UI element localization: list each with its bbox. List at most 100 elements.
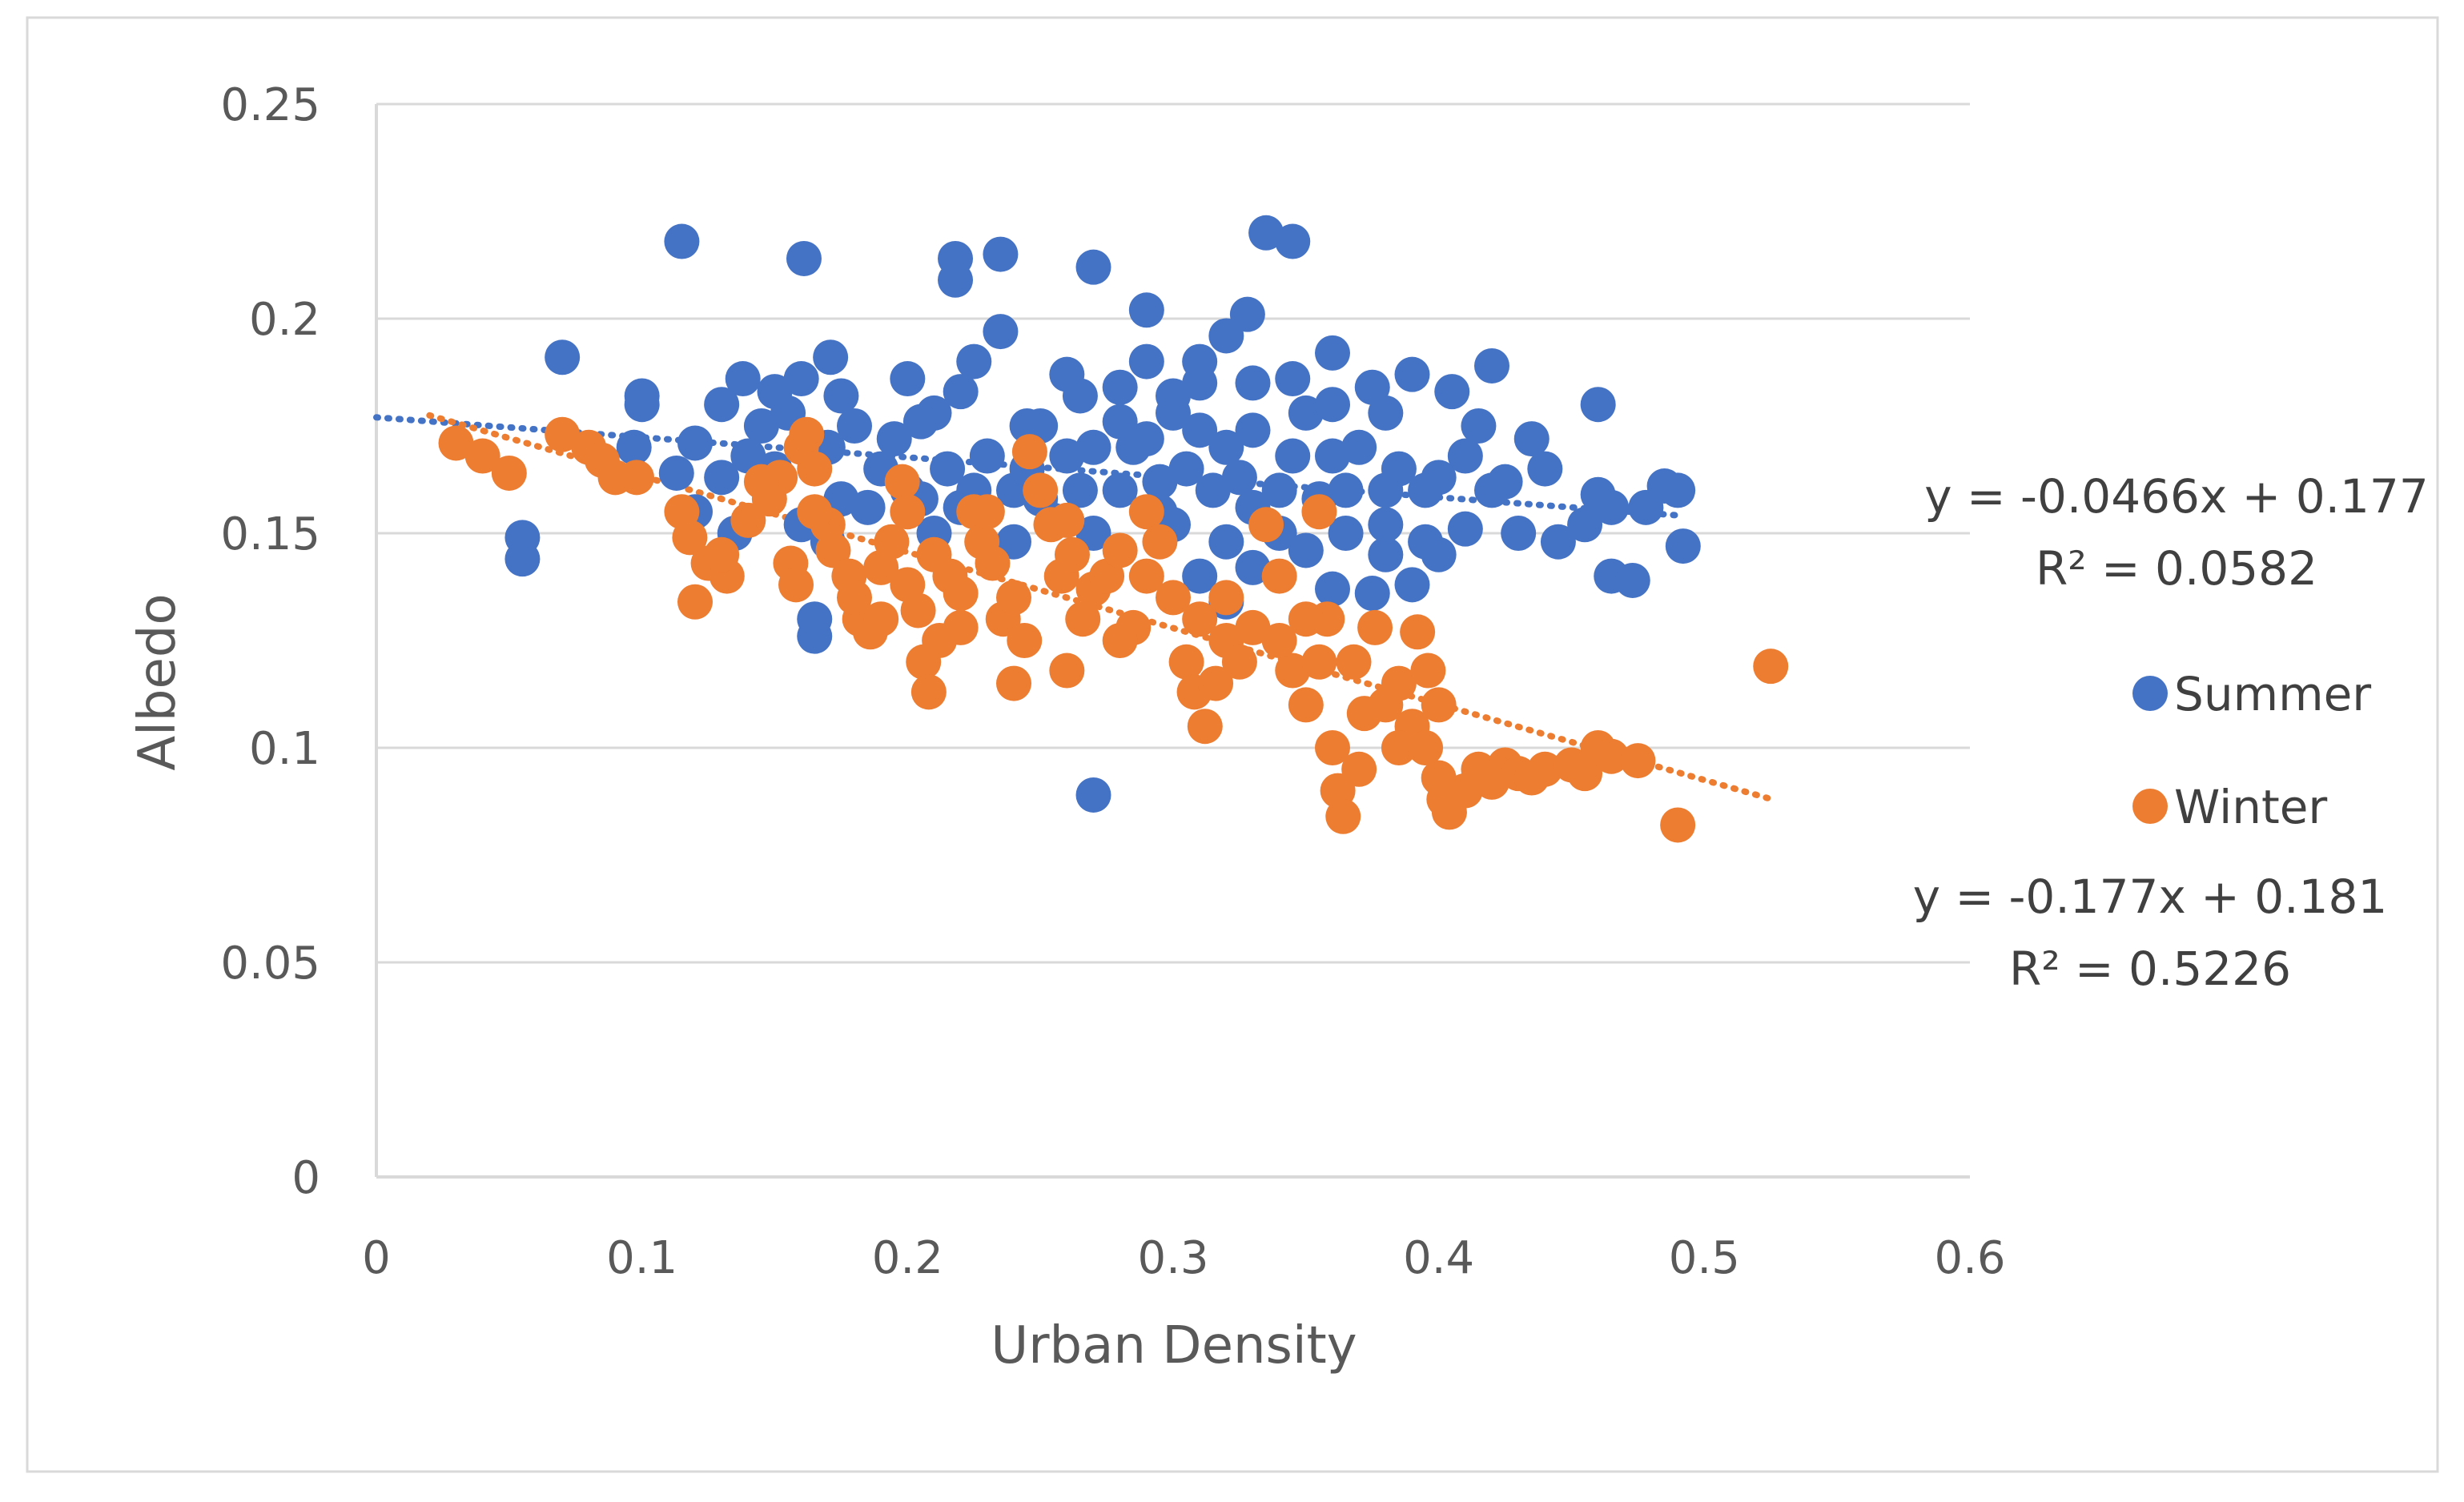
summer-point [1447,511,1483,547]
summer-point [797,618,833,654]
winter-point [1102,532,1138,568]
summer-point [1354,576,1390,612]
winter-point [1102,623,1138,658]
data-points [438,215,1789,843]
winter-point [1400,614,1436,650]
winter-point [837,580,872,616]
winter-point [1142,524,1178,560]
axes [375,104,1970,1179]
winter-point [890,567,926,603]
winter-point [1168,644,1204,680]
winter-point [1221,644,1257,680]
summer-point [1614,562,1650,598]
winter-point [1235,609,1271,645]
summer-point [823,378,859,414]
summer-point [1049,438,1085,474]
summer-point [1315,387,1350,423]
summer-point [1487,464,1523,500]
winter-point [1357,609,1393,645]
summer-point [1261,472,1297,508]
summer-point [1381,451,1417,487]
summer-point [1368,507,1404,543]
winter-point [884,464,920,500]
winter-point [1341,751,1377,787]
summer-point [1102,404,1138,440]
summer-point [1128,421,1164,457]
summer-point [1434,374,1470,410]
summer-point [983,236,1019,272]
summer-point [890,361,926,397]
winter-point [863,601,899,637]
x-axis-title: Urban Density [991,1316,1357,1375]
x-tick-label: 0.6 [1934,1232,2005,1284]
winter-point [1620,743,1656,779]
x-tick-label: 0 [362,1232,391,1284]
summer-point [704,460,740,496]
summer-point [1102,369,1138,405]
winter-point [743,464,779,500]
y-tick-label: 0.25 [220,79,320,131]
gridlines [376,102,1970,964]
winter-point [464,438,500,474]
summer-trendline-equation: y = -0.0466x + 0.177 [1924,469,2429,524]
summer-point [1062,472,1098,508]
summer-point [1156,378,1191,414]
winter-point [943,609,979,645]
x-tick-label: 0.1 [606,1232,677,1284]
winter-point [672,520,708,556]
summer-point [1540,524,1576,560]
summer-point [1275,438,1311,474]
summer-point [1075,249,1111,285]
summer-point [1182,343,1218,380]
summer-point [1102,472,1138,508]
winter-point [1301,494,1337,530]
winter-point [1023,472,1059,508]
winter-point [1054,536,1090,572]
x-tick-label: 0.3 [1137,1232,1208,1284]
y-tick-label: 0 [291,1152,320,1204]
summer-trendline-r2: R² = 0.0582 [2036,541,2317,596]
summer-point [1128,292,1164,328]
winter-point [996,665,1031,701]
winter-point [910,674,947,710]
summer-point [1315,438,1350,474]
winter-point [1381,730,1417,765]
winter-point [1288,687,1324,723]
winter-point [1410,653,1446,689]
summer-point [1665,528,1701,564]
winter-point [1594,738,1630,774]
summer-point [1062,378,1098,414]
summer-point [983,314,1019,350]
summer-point [1235,365,1271,401]
summer-point [704,387,740,423]
summer-point [876,421,912,457]
summer-point [813,339,849,376]
winter-point [619,460,655,496]
summer-point [664,223,700,259]
winter-point [797,451,833,487]
y-tick-label: 0.1 [249,723,320,775]
winter-trendline-equation: y = -0.177x + 0.181 [1913,869,2388,924]
x-tick-label: 0.2 [872,1232,943,1284]
summer-point [956,343,992,380]
summer-point [504,541,541,577]
summer-point [837,408,872,444]
winter-point [996,580,1031,616]
summer-point [1447,438,1483,474]
y-tick-label: 0.2 [249,294,320,346]
winter-point [890,494,926,530]
winter-point [789,416,825,452]
summer-point [783,361,819,397]
summer-point [786,240,822,276]
winter-point [1261,623,1297,658]
summer-point [1208,524,1244,560]
winter-point [797,494,833,530]
winter-point [1065,601,1101,637]
summer-point [1315,335,1350,371]
summer-point [658,455,694,491]
series-summer [504,215,1701,813]
tick-labels: 0 0.05 0.1 0.15 0.2 0.25 0 0.1 0.2 0.3 0.4 0.5 0.6 [220,79,2005,1284]
winter-point [1248,507,1284,543]
